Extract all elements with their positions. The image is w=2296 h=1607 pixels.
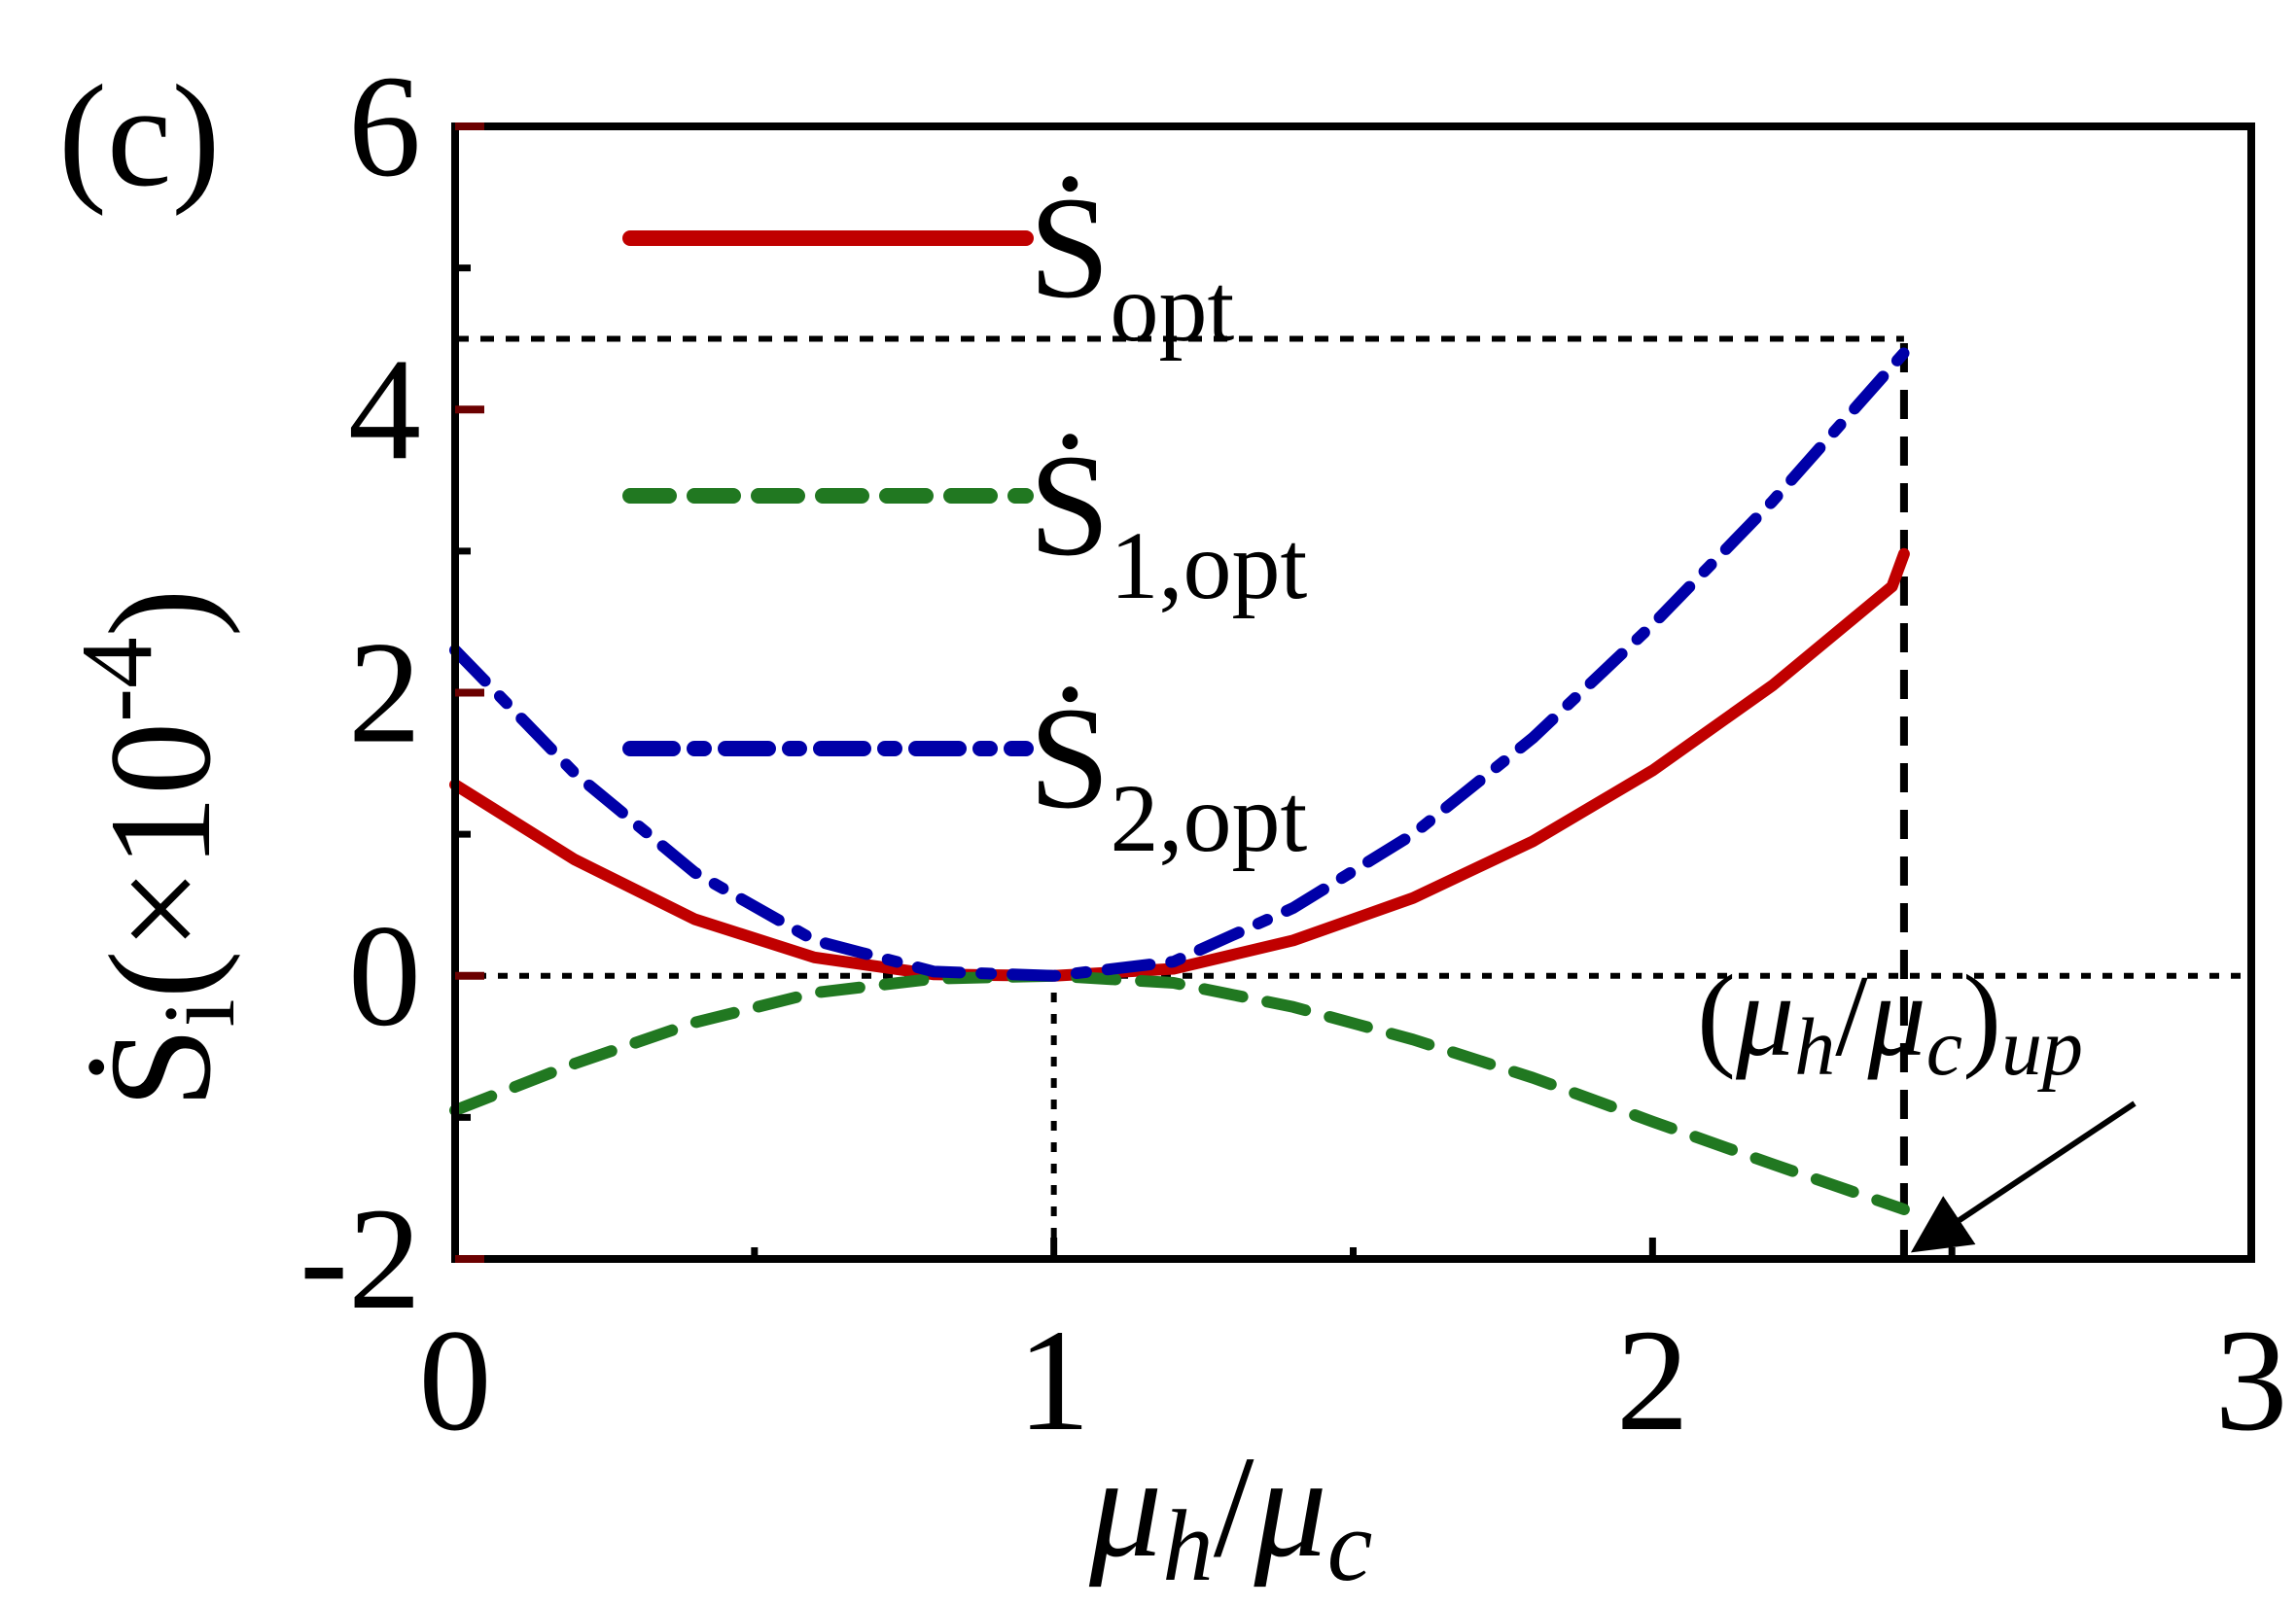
series-lines xyxy=(449,347,1910,1215)
x-axis-label: μh/μc xyxy=(1088,1426,1372,1602)
annotation-label: (μh/μc)up xyxy=(1697,951,2083,1093)
x-tick-label-2: 2 xyxy=(1616,1300,1689,1461)
axis-ticks xyxy=(451,122,2255,1263)
series-line-1 xyxy=(449,969,1910,1215)
y-tick-label-1: 0 xyxy=(348,895,421,1057)
x-tick-label-3: 3 xyxy=(2215,1300,2288,1461)
reference-lines xyxy=(455,335,2251,1259)
legend-label-0: Ṡopt xyxy=(1029,167,1234,362)
y-tick-label-3: 4 xyxy=(348,329,421,490)
legend-label-1: Ṡ1,opt xyxy=(1029,425,1307,619)
y-axis-label: Ṡi(×10-4) xyxy=(59,588,256,1108)
y-tick-label-0: -2 xyxy=(300,1178,421,1340)
y-tick-label-2: 2 xyxy=(348,612,421,774)
series-line-2 xyxy=(449,347,1910,982)
legend: Ṡopt Ṡ1,opt Ṡ2,opt xyxy=(622,167,1307,872)
legend-label-2: Ṡ2,opt xyxy=(1029,678,1307,872)
x-tick-label-1: 1 xyxy=(1017,1300,1090,1461)
plot-frame xyxy=(451,122,2255,1263)
panel-label: (c) xyxy=(58,55,220,217)
annotation-arrow xyxy=(1910,1100,2137,1253)
y-tick-label-4: 6 xyxy=(348,46,421,207)
x-tick-label-0: 0 xyxy=(419,1300,492,1461)
series-line-0 xyxy=(449,547,1910,982)
